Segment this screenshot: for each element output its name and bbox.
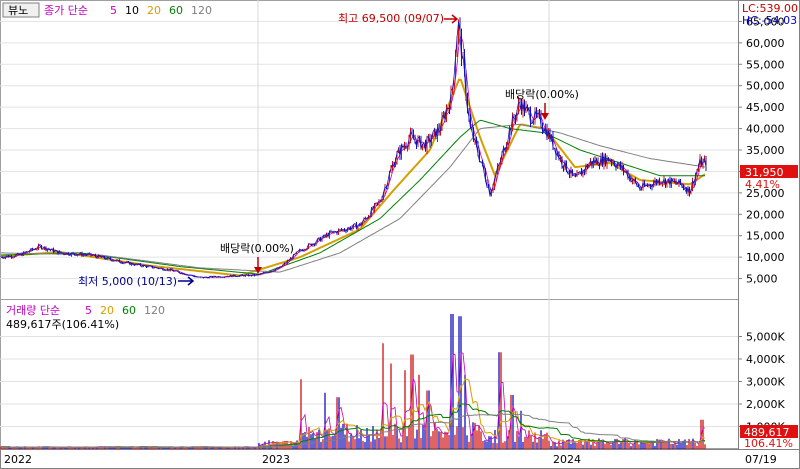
price-legend-ma5: 5	[110, 4, 117, 17]
price-tick-label: 60,000	[746, 37, 785, 50]
price-tick-label: 65,000	[746, 15, 785, 28]
current-price-tag	[740, 165, 798, 178]
price-tick-label: 10,000	[746, 251, 785, 264]
price-tick-label: 50,000	[746, 80, 785, 93]
price-legend: 5 10 20 60 120	[110, 4, 212, 17]
current-price-change: 4.41%	[745, 178, 780, 191]
dividend2-annotation: 배당락(0.00%)	[505, 88, 579, 101]
volume-info: 489,617주(106.41%)	[6, 318, 119, 331]
x-tick-label: 2023	[262, 453, 290, 466]
current-volume-value: 489,617	[744, 426, 790, 439]
volume-legend-prefix: 거래량 단순	[6, 304, 60, 317]
lc-readout: LC:539.00	[742, 2, 798, 15]
current-price-value: 31,950	[745, 166, 784, 179]
volume-moving-averages	[0, 352, 706, 449]
current-volume-tag	[740, 425, 798, 438]
price-tick-label: 25,000	[746, 187, 785, 200]
price-legend-ma120: 120	[191, 4, 212, 17]
volume-ma60-line	[0, 411, 706, 448]
dividend2-arrow-icon	[541, 113, 549, 120]
price-legend-ma10: 10	[125, 4, 139, 17]
volume-tick-label: 5,000K	[746, 331, 785, 344]
price-ma60-line	[0, 119, 705, 275]
price-series	[0, 17, 707, 279]
volume-tick-label: 3,000K	[746, 376, 785, 389]
x-tick-label: 2022	[4, 453, 32, 466]
dividend1-annotation: 배당락(0.00%)	[220, 242, 294, 255]
price-tick-label: 55,000	[746, 58, 785, 71]
price-close-line	[0, 21, 707, 279]
dividend1-arrow-icon	[254, 267, 262, 274]
price-tick-label: 35,000	[746, 144, 785, 157]
hc-readout: HC:-54.03	[742, 14, 797, 27]
volume-legend: 5 20 60 120	[85, 304, 165, 317]
volume-tick-label: 4,000K	[746, 353, 785, 366]
current-volume-change: 106.41%	[744, 437, 793, 450]
x-tick-label: 07/19	[745, 453, 777, 466]
price-tick-label: 5,000	[746, 273, 778, 286]
price-tick-label: 15,000	[746, 230, 785, 243]
view-button-label: 뷰노	[8, 4, 28, 17]
volume-legend-ma5: 5	[85, 304, 92, 317]
low-arrow-icon	[178, 276, 195, 286]
volume-legend-ma120: 120	[144, 304, 165, 317]
high-annotation: 최고 69,500 (09/07)	[338, 12, 444, 25]
volume-legend-ma20: 20	[100, 304, 114, 317]
high-arrow-icon	[444, 14, 459, 24]
grid-lines	[0, 0, 738, 449]
volume-tick-label: 2,000K	[746, 398, 785, 411]
x-axis-labels: 2022 2023 2024 07/19	[4, 453, 777, 466]
price-tick-label: 40,000	[746, 123, 785, 136]
low-annotation: 최저 5,000 (10/13)	[78, 275, 177, 288]
price-tick-label: 45,000	[746, 101, 785, 114]
x-tick-label: 2024	[553, 453, 581, 466]
volume-legend-ma60: 60	[122, 304, 136, 317]
view-button[interactable]	[2, 2, 40, 18]
price-legend-ma20: 20	[147, 4, 161, 17]
price-ma120-line	[1, 123, 706, 273]
price-legend-ma60: 60	[169, 4, 183, 17]
price-legend-prefix: 종가 단순	[44, 4, 88, 17]
price-tick-label: 20,000	[746, 208, 785, 221]
